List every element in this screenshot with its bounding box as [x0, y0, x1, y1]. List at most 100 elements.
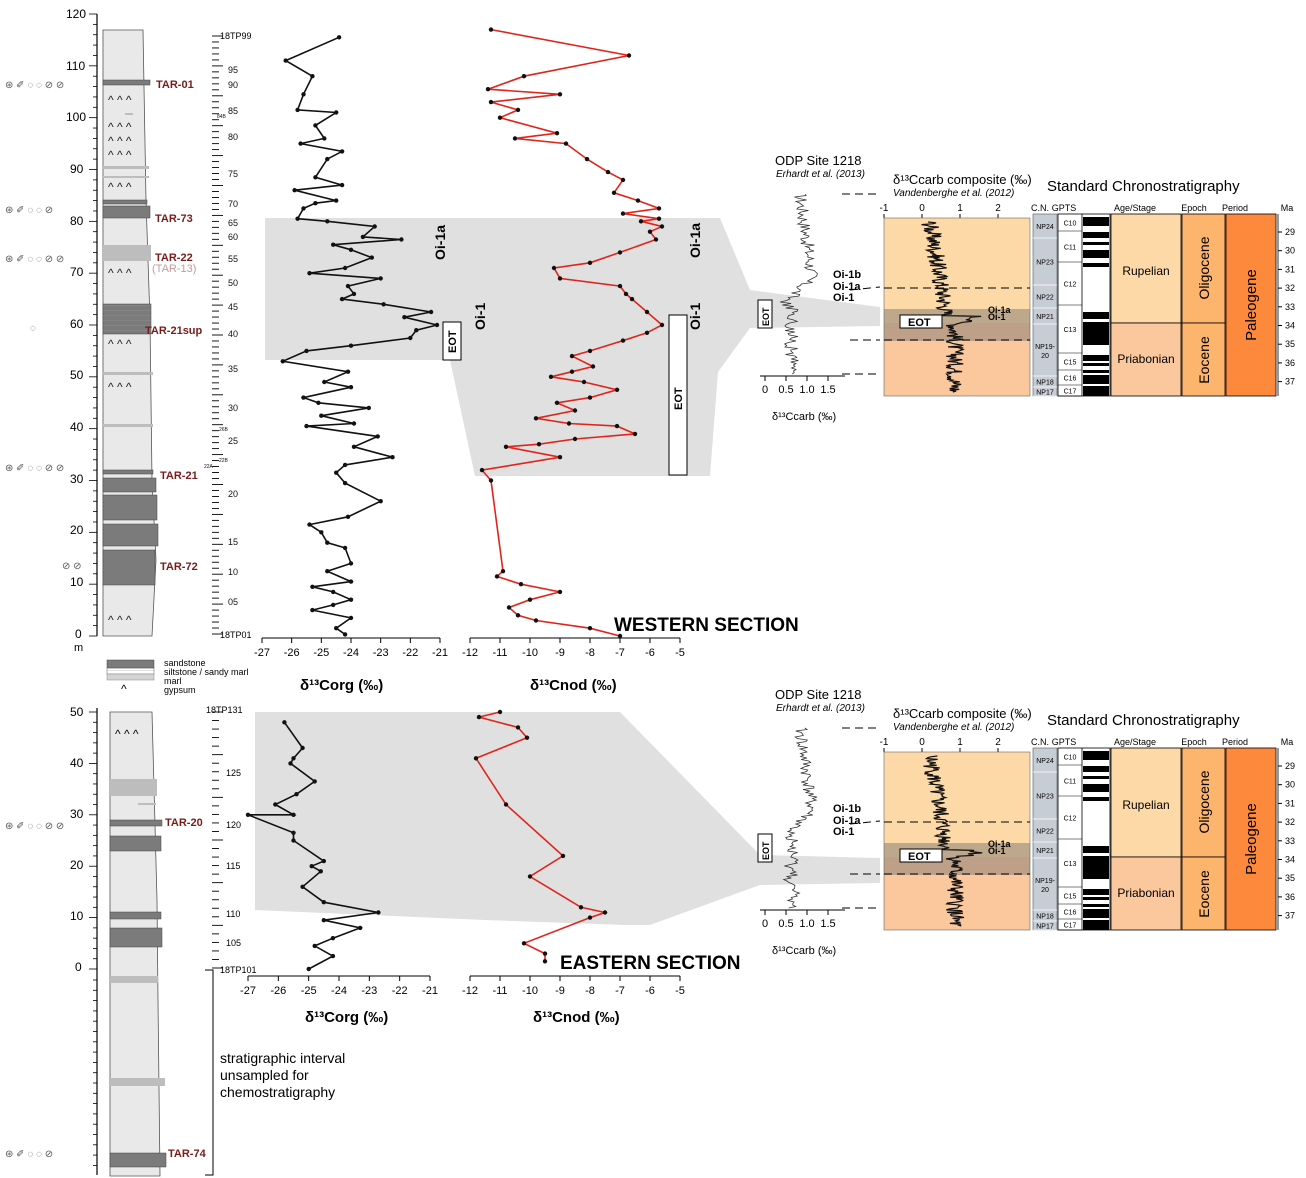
gypsum-symbol: ^ ^ ^ [108, 380, 132, 394]
svg-text:⊛ ✐ ◌ ◌ ⊘ ⊘: ⊛ ✐ ◌ ◌ ⊘ ⊘ [5, 821, 64, 832]
nod-point [587, 395, 593, 400]
oi1a-label: Oi-1a [432, 225, 448, 260]
gpts-polarity-block [1083, 355, 1109, 361]
sample-tick: 30 [228, 403, 238, 413]
composite-oligocene-fill [884, 218, 1030, 323]
unsampled-note: chemostratigraphy [220, 1084, 335, 1100]
composite-event-label: Oi-1a [988, 305, 1012, 315]
gpts-polarity-block [1083, 375, 1109, 384]
nod-point [527, 874, 533, 879]
level-label: TAR-74 [168, 1148, 207, 1160]
corg-point [295, 107, 300, 113]
chrono-header: Period [1222, 737, 1248, 747]
epoch-eocene [1181, 856, 1226, 931]
composite-title: δ¹³Ccarb composite (‰) [893, 706, 1032, 721]
nod-point [644, 330, 650, 335]
gpts-polarity-block [1083, 322, 1109, 345]
eastern-nod-plot: -12 -11 -10 -9 -8 -7 -6 -5 δ¹³Cnod (‰) [462, 709, 685, 1026]
chrono-header: GPTS [1052, 737, 1077, 747]
odp-x-label: δ¹³Ccarb (‰) [772, 411, 836, 423]
composite-tick-label: -1 [880, 203, 889, 214]
western-fossil-symbols: ⊛ ✐ ◌ ◌ ⊘ ⊘ ⊛ ✐ ◌ ◌ ⊘ ⊛ ✐ ◌ ◌ ⊘ ⊘ ◌ ⊛ ✐ … [5, 80, 82, 572]
sample-tick: 45 [228, 302, 238, 312]
nod-point [542, 959, 548, 964]
ma-label: 29 [1285, 761, 1295, 771]
sample-tick: 90 [228, 80, 238, 90]
composite-tick-label: 1 [957, 203, 963, 214]
level-label: TAR-22 [155, 252, 193, 264]
depth-tick-120: 120 [66, 7, 86, 21]
depth-tick-0: 0 [75, 627, 82, 641]
gpts-polarity-block [1083, 784, 1109, 792]
nod-point [521, 941, 527, 946]
gypsum-symbol: ^ ^ ^ [108, 148, 132, 162]
corg-point [348, 247, 354, 252]
corg-point [325, 540, 330, 545]
corg-point [434, 322, 440, 328]
depth-tick-50: 50 [70, 705, 84, 719]
cn-label: NP22 [1036, 829, 1054, 836]
odp-connector [842, 193, 881, 375]
cn-label: NP17 [1036, 924, 1054, 931]
x-axis-label-nod: δ¹³Cnod (‰) [533, 1009, 620, 1026]
corg-point [313, 175, 318, 180]
depth-tick-10: 10 [70, 909, 84, 923]
nod-point [506, 605, 512, 610]
sample-tick: 05 [228, 597, 238, 607]
nod-point [512, 136, 518, 141]
depth-tick-90: 90 [70, 162, 84, 176]
sample-tick: 120 [226, 820, 241, 830]
corg-point [348, 343, 354, 348]
correlation-band-west [265, 218, 880, 476]
gpts-polarity-block [1083, 751, 1109, 760]
corg-point [351, 444, 357, 449]
sample-tick: 105 [226, 938, 241, 948]
svg-text:⊛ ✐ ◌ ◌ ⊘: ⊛ ✐ ◌ ◌ ⊘ [5, 205, 53, 216]
corg-point [322, 136, 327, 141]
nod-point [557, 92, 563, 97]
nod-point [536, 442, 542, 447]
nod-line [474, 711, 608, 962]
nod-point [488, 27, 494, 32]
odp-title: ODP Site 1218 [775, 687, 861, 702]
eastern-corg-plot: -27 -26 -25 -24 -23 -22 -21 δ¹³Corg (‰) [240, 720, 438, 1026]
ma-label: 35 [1285, 873, 1295, 883]
nod-point [533, 618, 539, 623]
gypsum-symbol: ^ ^ ^ [108, 134, 132, 148]
odp-event-label: Oi-1 [833, 826, 854, 838]
corg-point [310, 584, 315, 589]
nod-point [611, 190, 617, 195]
odp-tick-label: 0 [762, 918, 768, 930]
chron-label: C15 [1064, 360, 1077, 367]
nod-point [659, 224, 665, 229]
nod-point [515, 613, 521, 618]
x-tick-label: -6 [645, 985, 655, 997]
unsampled-note: stratigraphic interval [220, 1050, 345, 1066]
corg-point [334, 626, 339, 631]
corg-point [312, 943, 317, 949]
nod-point [617, 633, 623, 639]
corg-point [342, 462, 348, 468]
sample-tick: 40 [228, 329, 238, 339]
eot-box-corg [442, 321, 462, 361]
sample-tick: 10 [228, 567, 238, 577]
cn-label: NP18 [1036, 380, 1054, 387]
nod-point [554, 400, 560, 405]
x-tick-label: -8 [585, 647, 595, 659]
corg-point [301, 206, 306, 211]
x-tick-label: -5 [675, 985, 685, 997]
depth-tick-20: 20 [70, 523, 84, 537]
corg-point [292, 188, 297, 193]
corg-point [342, 480, 348, 486]
svg-text:⊛ ✐ ◌ ◌ ⊘ ⊘: ⊛ ✐ ◌ ◌ ⊘ ⊘ [5, 463, 64, 474]
nod-point [479, 467, 485, 473]
corg-point [339, 182, 345, 188]
chrono-header: Ma [1281, 737, 1294, 747]
corg-point [348, 561, 354, 566]
period-label: Paleogene [1243, 803, 1260, 875]
western-gypsum-markers: ^ ^ ^ ^ ^ ^ ^ ^ ^ ^ ^ ^ ^ ^ ^ ^ ^ ^ ^ ^ … [108, 93, 132, 627]
svg-text:⊘ ⊘: ⊘ ⊘ [62, 561, 82, 572]
corg-point [351, 421, 357, 426]
